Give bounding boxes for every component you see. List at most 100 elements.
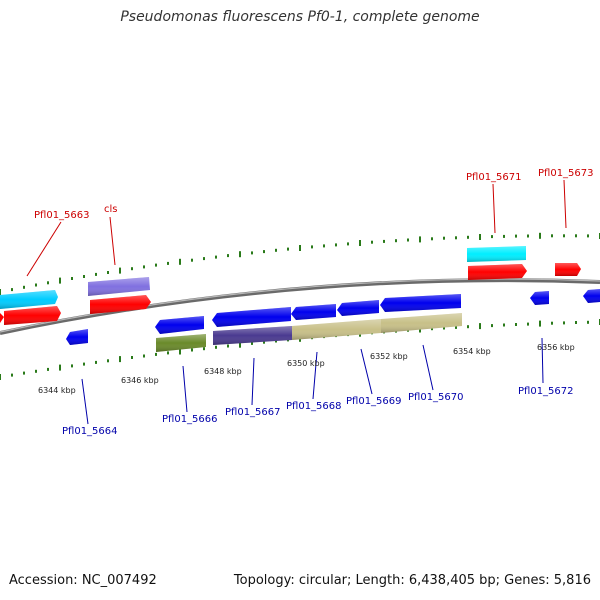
- upper-scale-tick-19: [227, 254, 229, 258]
- upper-scale-tick-0: [0, 289, 1, 295]
- leader-line-pfl01-5668: [312, 351, 318, 400]
- upper-scale-tick-46: [551, 234, 553, 238]
- upper-scale-tick-18: [215, 255, 217, 259]
- leader-line-pfl01-5667: [251, 357, 255, 406]
- upper-scale-tick-35: [419, 236, 421, 243]
- scale-label-6348: 6348 kbp: [204, 367, 242, 376]
- genome-backbone: [0, 278, 600, 335]
- lower-scale-tick-49: [587, 320, 589, 324]
- leader-line-pfl01-5672: [541, 337, 544, 384]
- map-title: Pseudomonas fluorescens Pf0-1, complete …: [120, 9, 480, 25]
- lower-scale-tick-14: [167, 351, 169, 355]
- upper-scale-tick-1: [11, 288, 13, 292]
- gene-label-pfl01-5666[interactable]: Pfl01_5666: [162, 414, 218, 425]
- upper-scale-tick-30: [359, 240, 361, 246]
- lower-scale-tick-7: [83, 362, 85, 366]
- gene-label-pfl01-5672[interactable]: Pfl01_5672: [518, 386, 574, 397]
- lower-scale-tick-41: [491, 324, 493, 328]
- gene-feature-pfl01-5668-cds-shade: [291, 304, 336, 320]
- gene-feature-pfl01-5667-cds-shade: [212, 307, 291, 327]
- gene-feature-pfl01-5671-cds-shade: [468, 264, 527, 280]
- upper-scale-tick-26: [311, 245, 313, 249]
- bottom-leader-lines: [81, 337, 544, 425]
- lower-scale-tick-48: [575, 321, 577, 324]
- upper-scale-tick-24: [287, 247, 289, 251]
- leader-line-pfl01-5669: [360, 348, 373, 395]
- upper-scale-tick-7: [83, 275, 85, 278]
- leader-line-pfl01-5671: [492, 183, 496, 234]
- upper-scale-tick-4: [47, 281, 49, 285]
- gene-feature-pfl01-5666-cds-shade: [155, 316, 204, 334]
- leader-line-pfl01-5666: [182, 365, 188, 413]
- gene-label-pfl01-5669[interactable]: Pfl01_5669: [346, 396, 402, 407]
- upper-scale-tick-42: [503, 234, 505, 238]
- lower-scale-tick-0: [0, 374, 1, 380]
- upper-scale-tick-49: [587, 234, 589, 238]
- upper-scale-tick-17: [203, 257, 205, 261]
- lower-scale-tick-2: [23, 371, 25, 375]
- leader-line-pfl01-5664: [81, 378, 89, 425]
- gene-label-pfl01-5671[interactable]: Pfl01_5671: [466, 172, 522, 183]
- lower-scale-tick-12: [143, 354, 145, 358]
- lower-scale-tick-19: [227, 344, 229, 348]
- lower-scale-tick-47: [563, 321, 565, 325]
- gene-label-pfl01-5667[interactable]: Pfl01_5667: [225, 407, 281, 418]
- upper-scale-tick-22: [263, 250, 265, 254]
- upper-scale-tick-10: [119, 267, 121, 274]
- scale-label-6350: 6350 kbp: [287, 359, 325, 368]
- lower-scale-tick-11: [131, 356, 133, 359]
- gene-feature-left-edge[interactable]: [0, 313, 4, 323]
- lower-scale-tick-36: [431, 327, 433, 331]
- genome-backbone-highlight: [0, 278, 600, 333]
- upper-scale-tick-9: [107, 271, 109, 274]
- upper-scale-tick-37: [443, 236, 445, 240]
- leader-line-pfl01-5670: [422, 344, 434, 391]
- lower-scale-tick-10: [119, 356, 121, 363]
- gene-feature-pfl01-5672-cds-shade: [530, 291, 549, 305]
- lower-scale-tick-9: [107, 359, 109, 363]
- gene-label-pfl01-5668[interactable]: Pfl01_5668: [286, 401, 342, 412]
- upper-scale-tick-13: [155, 263, 157, 267]
- leader-line-pfl01-5673: [563, 179, 567, 229]
- upper-scale-tick-45: [539, 232, 541, 239]
- lower-scale-tick-44: [527, 322, 529, 326]
- leader-line-cls: [109, 216, 116, 266]
- gene-label-cls[interactable]: cls: [104, 204, 118, 215]
- lower-scale-tick-22: [263, 340, 265, 344]
- lower-scale-tick-37: [443, 326, 445, 330]
- scale-labels: 6344 kbp 6346 kbp 6348 kbp 6350 kbp 6352…: [38, 343, 575, 395]
- forward-strand-features: [0, 246, 581, 325]
- lower-scale-tick-45: [539, 320, 541, 327]
- upper-scale-tick-38: [455, 236, 457, 240]
- upper-scale-tick-2: [23, 285, 25, 289]
- gene-label-pfl01-5670[interactable]: Pfl01_5670: [408, 392, 464, 403]
- upper-scale-tick-33: [395, 239, 397, 243]
- leader-line-pfl01-5663: [26, 221, 62, 277]
- upper-scale-tick-27: [323, 244, 325, 248]
- lower-scale-tick-13: [155, 352, 157, 356]
- lower-scale-tick-8: [95, 360, 97, 364]
- upper-scale-tick-15: [179, 258, 181, 265]
- gene-label-pfl01-5664[interactable]: Pfl01_5664: [62, 426, 118, 437]
- gene-feature-pfl01-5673-cds-shade: [555, 263, 581, 276]
- genome-stats-label: Topology: circular; Length: 6,438,405 bp…: [233, 573, 591, 588]
- scale-label-6352: 6352 kbp: [370, 352, 408, 361]
- gene-feature-pfl01-5667-rna-shade: [213, 326, 292, 345]
- lower-scale-tick-20: [239, 341, 241, 348]
- upper-scale-tick-36: [431, 237, 433, 241]
- gene-label-pfl01-5673[interactable]: Pfl01_5673: [538, 168, 594, 179]
- upper-scale-tick-41: [491, 235, 493, 239]
- gene-feature-pfl01-5666-rna-shade: [156, 334, 206, 352]
- top-gene-labels: Pfl01_5663 cls Pfl01_5671 Pfl01_5673: [34, 168, 594, 221]
- upper-scale-ticks: [0, 232, 600, 295]
- gene-feature-pfl01-5672b-cds-shade: [583, 289, 600, 303]
- gene-label-pfl01-5663[interactable]: Pfl01_5663: [34, 210, 90, 221]
- reverse-strand-features: [66, 289, 600, 352]
- lower-scale-tick-39: [467, 325, 469, 329]
- upper-scale-tick-20: [239, 251, 241, 258]
- lower-scale-tick-4: [47, 367, 49, 371]
- upper-scale-tick-3: [35, 283, 37, 287]
- lower-scale-tick-5: [59, 364, 61, 371]
- lower-scale-tick-40: [479, 323, 481, 330]
